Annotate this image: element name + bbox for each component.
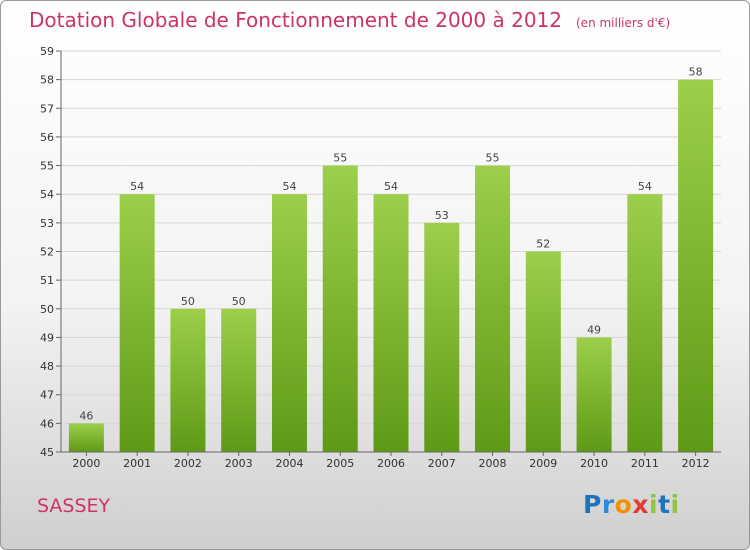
chart-title: Dotation Globale de Fonctionnement de 20… bbox=[29, 8, 670, 32]
y-tick-label: 45 bbox=[40, 446, 54, 459]
x-tick-label: 2007 bbox=[428, 457, 456, 470]
y-tick-label: 58 bbox=[40, 74, 54, 87]
bar-value-label: 54 bbox=[282, 180, 296, 193]
logo-letter: r bbox=[601, 490, 615, 519]
chart-title-text: Dotation Globale de Fonctionnement de 20… bbox=[29, 8, 562, 32]
bar-value-label: 50 bbox=[181, 295, 195, 308]
y-tick-label: 48 bbox=[40, 360, 54, 373]
x-tick-label: 2005 bbox=[326, 457, 354, 470]
bar bbox=[627, 194, 663, 452]
bar bbox=[221, 308, 257, 452]
bar-value-label: 55 bbox=[486, 152, 500, 165]
y-tick-label: 51 bbox=[40, 274, 54, 287]
logo-letter: x bbox=[632, 490, 649, 519]
bar bbox=[475, 165, 511, 453]
x-tick-label: 2000 bbox=[72, 457, 100, 470]
bar bbox=[525, 251, 561, 452]
y-tick-label: 54 bbox=[40, 188, 54, 201]
bar-value-label: 54 bbox=[384, 180, 398, 193]
bar-value-label: 50 bbox=[232, 295, 246, 308]
chart-unit: (en milliers d'€) bbox=[576, 16, 671, 30]
x-tick-label: 2006 bbox=[377, 457, 405, 470]
bar-value-label: 55 bbox=[333, 152, 347, 165]
x-tick-label: 2009 bbox=[529, 457, 557, 470]
bar bbox=[373, 194, 409, 452]
y-tick-label: 55 bbox=[40, 160, 54, 173]
bar bbox=[424, 222, 460, 452]
bar-value-label: 52 bbox=[536, 238, 550, 251]
x-tick-label: 2001 bbox=[123, 457, 151, 470]
logo-letter: P bbox=[583, 490, 602, 519]
y-tick-label: 49 bbox=[40, 331, 54, 344]
y-tick-label: 46 bbox=[40, 417, 54, 430]
y-tick-label: 56 bbox=[40, 131, 54, 144]
x-tick-label: 2003 bbox=[225, 457, 253, 470]
y-tick-label: 53 bbox=[40, 217, 54, 230]
y-tick-label: 52 bbox=[40, 246, 54, 259]
bar bbox=[68, 423, 104, 452]
x-tick-label: 2002 bbox=[174, 457, 202, 470]
y-tick-label: 47 bbox=[40, 389, 54, 402]
bar-value-label: 53 bbox=[435, 209, 449, 222]
bar bbox=[678, 79, 714, 453]
x-tick-label: 2012 bbox=[682, 457, 710, 470]
x-tick-label: 2008 bbox=[479, 457, 507, 470]
bar bbox=[119, 194, 155, 452]
logo-letter: o bbox=[614, 490, 633, 519]
bar-value-label: 46 bbox=[79, 409, 93, 422]
logo-letter: i bbox=[670, 490, 680, 519]
proxiti-logo[interactable]: Proxiti bbox=[583, 490, 680, 519]
bar-value-label: 54 bbox=[130, 180, 144, 193]
bar bbox=[271, 194, 307, 452]
bar-value-label: 58 bbox=[689, 66, 703, 79]
bar bbox=[322, 165, 358, 453]
x-tick-label: 2010 bbox=[580, 457, 608, 470]
y-tick-label: 59 bbox=[40, 45, 54, 58]
bar-value-label: 54 bbox=[638, 180, 652, 193]
bar bbox=[170, 308, 206, 452]
logo-letter: t bbox=[658, 490, 671, 519]
x-tick-label: 2011 bbox=[631, 457, 659, 470]
logo-letter: i bbox=[649, 490, 659, 519]
x-tick-label: 2004 bbox=[275, 457, 303, 470]
bar-value-label: 49 bbox=[587, 323, 601, 336]
y-tick-label: 57 bbox=[40, 102, 54, 115]
bar bbox=[576, 337, 612, 452]
commune-name: SASSEY bbox=[37, 495, 111, 517]
y-tick-label: 50 bbox=[40, 303, 54, 316]
